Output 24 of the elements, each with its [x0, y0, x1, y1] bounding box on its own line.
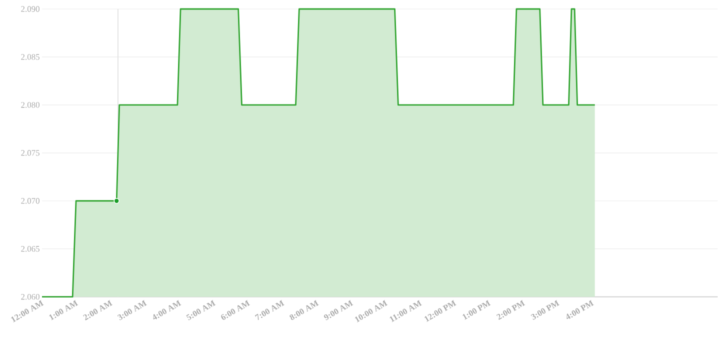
y-tick-label: 2.065: [21, 246, 40, 252]
x-tick-label: 3:00 AM: [117, 300, 147, 320]
x-tick-label: 3:00 PM: [530, 300, 560, 320]
y-tick-label: 2.075: [21, 150, 40, 156]
x-tick-label: 10:00 AM: [354, 300, 388, 322]
x-tick-label: 4:00 AM: [153, 300, 182, 320]
x-tick-label: 11:00 AM: [390, 300, 422, 322]
x-tick-label: 6:00 AM: [221, 300, 250, 320]
y-tick-label: 2.080: [21, 102, 40, 108]
x-tick-label: 2:00 AM: [83, 300, 113, 320]
x-tick-label: 12:00 AM: [11, 300, 44, 322]
x-tick-label: 9:00 AM: [324, 300, 354, 320]
y-tick-label: 2.085: [21, 54, 40, 60]
y-tick-label: 2.090: [21, 6, 40, 12]
x-tick-label: 7:00 AM: [254, 300, 284, 320]
x-tick-label: 4:00 PM: [566, 300, 594, 320]
y-tick-label: 2.060: [21, 294, 40, 300]
y-tick-label: 2.070: [21, 198, 40, 204]
x-tick-label: 1:00 PM: [462, 300, 491, 320]
x-tick-label: 8:00 AM: [290, 300, 319, 320]
x-tick-label: 5:00 AM: [186, 300, 216, 320]
x-tick-label: 1:00 AM: [49, 300, 78, 320]
x-tick-label: 12:00 PM: [424, 300, 456, 322]
x-tick-label: 2:00 PM: [496, 300, 526, 320]
